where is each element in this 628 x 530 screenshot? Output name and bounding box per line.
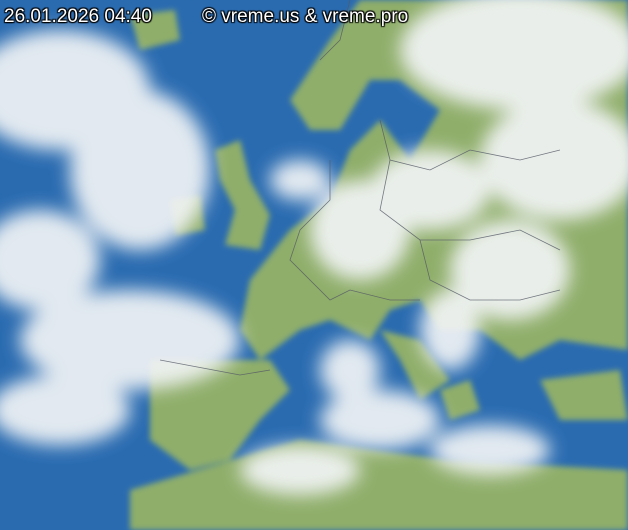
country-borders [159, 0, 561, 376]
cloud-cover [0, 0, 628, 495]
timestamp: 26.01.2026 04:40 [4, 6, 152, 27]
copyright-notice: © vreme.us & vreme.pro [202, 6, 409, 27]
